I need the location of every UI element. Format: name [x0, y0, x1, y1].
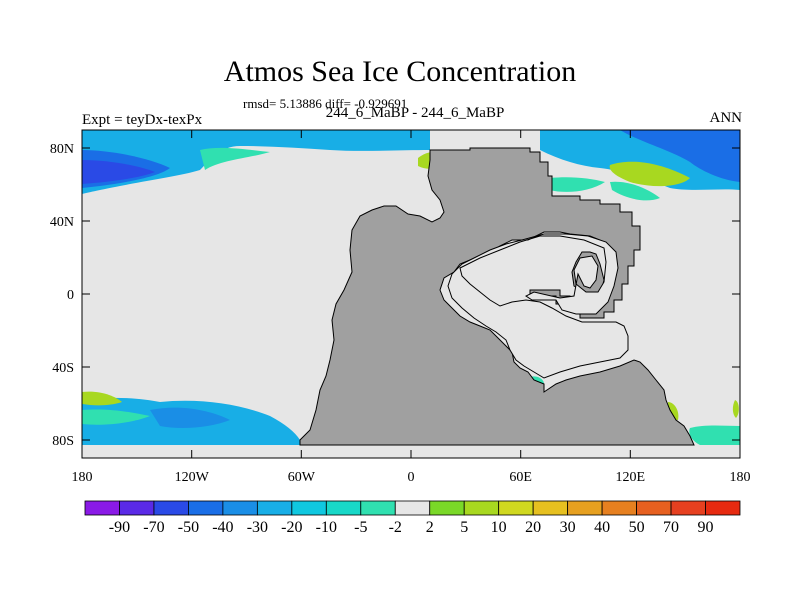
- arctic-negative-band: [82, 130, 430, 194]
- y-tick-label: 80S: [52, 434, 74, 449]
- stats-label: rmsd= 5.13886 diff= -0.929691: [243, 96, 408, 111]
- y-tick-label: 40N: [50, 215, 74, 230]
- colorbar-label: -2: [389, 519, 402, 536]
- colorbar-swatch: [636, 500, 672, 516]
- y-tick-label: 40S: [52, 361, 74, 376]
- x-tick-labels: 180 120W 60W 0 60E 120E 180: [72, 470, 751, 485]
- y-tick-label: 0: [67, 288, 74, 303]
- colorbar-swatch: [360, 500, 396, 516]
- antarctic-cyan-east: [689, 425, 740, 445]
- colorbar-swatch: [498, 500, 534, 516]
- antarctic-positive-west: [82, 391, 122, 406]
- colorbar-label: -5: [354, 519, 367, 536]
- colorbar-swatch: [705, 500, 741, 516]
- colorbar-swatch: [84, 500, 120, 516]
- experiment-label: Expt = teyDx-texPx: [82, 112, 203, 128]
- arctic-cyan-edge: [200, 147, 270, 170]
- arctic-negative-deep: [82, 160, 155, 184]
- colorbar-swatch: [463, 500, 500, 516]
- colorbar-label: -10: [316, 519, 337, 536]
- colorbar-swatch: [601, 500, 637, 516]
- colorbar-label: 2: [426, 519, 434, 536]
- colorbar-swatch: [394, 500, 431, 516]
- colorbar-swatch: [119, 500, 155, 516]
- season-label: ANN: [709, 110, 743, 126]
- colorbar-label: -90: [109, 519, 130, 536]
- x-tick-label: 60W: [288, 470, 316, 485]
- colorbar-swatch: [291, 500, 327, 516]
- colorbar-swatch: [429, 500, 465, 516]
- period-label: 244_6_MaBP - 244_6_MaBP: [325, 105, 505, 121]
- y-tick-label: 80N: [50, 142, 74, 157]
- colorbar-swatch: [325, 500, 362, 516]
- x-tick-label: 120E: [616, 470, 646, 485]
- colorbar-label: 50: [629, 519, 645, 536]
- y-axis: [82, 147, 740, 441]
- x-tick-label: 180: [72, 470, 93, 485]
- arctic-negative-core-east: [620, 130, 740, 182]
- x-tick-label: 120W: [175, 470, 210, 485]
- x-tick-label: 180: [730, 470, 751, 485]
- colorbar-label: 90: [698, 519, 714, 536]
- colorbar-swatch: [222, 500, 258, 516]
- colorbar-label: -50: [178, 519, 199, 536]
- colorbar-label: 20: [525, 519, 541, 536]
- colorbar-label: 40: [594, 519, 610, 536]
- colorbar-swatch: [153, 500, 189, 516]
- colorbar-label: -30: [247, 519, 268, 536]
- x-tick-label: 0: [408, 470, 415, 485]
- antarctic-negative-core: [150, 407, 230, 428]
- colorbar-label: 70: [663, 519, 679, 536]
- x-tick-label: 60E: [509, 470, 532, 485]
- colorbar-label: 10: [491, 519, 507, 536]
- y-tick-labels: 80N 40N 0 40S 80S: [50, 142, 74, 449]
- colorbar-label: -40: [212, 519, 233, 536]
- colorbar-swatch: [532, 500, 569, 516]
- colorbar-label: -20: [281, 519, 302, 536]
- colorbar-label: -70: [143, 519, 164, 536]
- colorbar: [84, 500, 741, 516]
- x-axis: [81, 130, 741, 458]
- colorbar-labels: -90 -70 -50 -40 -30 -20 -10 -5 -2 2 5 10 20 30 40 50 70 9…: [109, 519, 714, 536]
- colorbar-label: 30: [560, 519, 576, 536]
- arctic-cyan-east: [550, 177, 660, 201]
- antarctic-cyan-edge: [82, 409, 150, 425]
- arctic-positive-east: [609, 161, 690, 187]
- colorbar-swatch: [567, 500, 603, 516]
- colorbar-swatch: [670, 500, 706, 516]
- colorbar-swatch: [256, 500, 293, 516]
- colorbar-swatch: [188, 500, 224, 516]
- inland-sea: [447, 233, 629, 379]
- colorbar-label: 5: [460, 519, 468, 536]
- figure-title: Atmos Sea Ice Concentration: [223, 55, 577, 88]
